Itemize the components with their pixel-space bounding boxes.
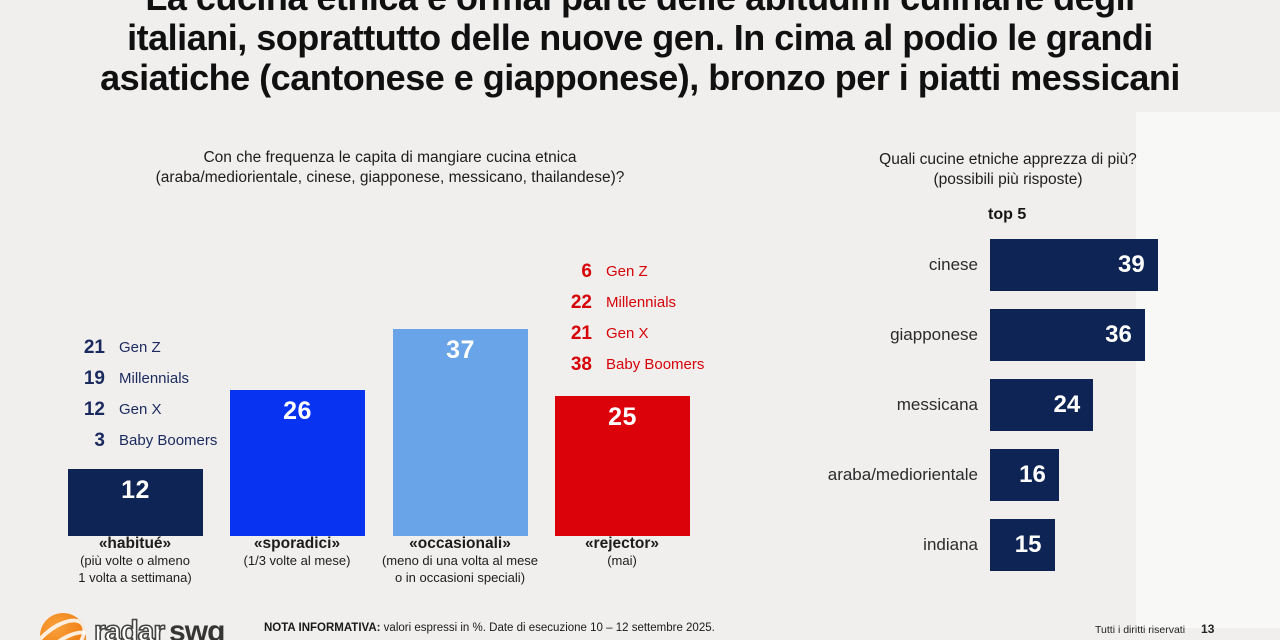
cuisine-bar: 24 — [990, 379, 1094, 431]
bar-value: 12 — [121, 475, 150, 504]
rights-text: Tutti i diritti riservati — [1095, 624, 1186, 636]
question-line-1: Con che frequenza le capita di mangiare … — [203, 149, 577, 166]
note-label: NOTA INFORMATIVA: — [264, 622, 381, 634]
habitue-generation-breakdown: 21 Gen Z 19 Millennials 12 Gen X 3 Baby … — [60, 332, 218, 456]
breakdown-value: 22 — [570, 291, 592, 313]
bar-value: 16 — [1019, 461, 1046, 488]
bar-value: 15 — [1014, 531, 1042, 558]
top5-row-giapponese: giapponese 36 — [790, 309, 1226, 361]
breakdown-row: 6 Gen Z — [547, 256, 704, 287]
top5-row-cinese: cinese 39 — [790, 239, 1226, 291]
top5-row-indiana: indiana 15 — [790, 519, 1226, 571]
headline-line-3: asiatiche (cantonese e giapponese), bron… — [100, 57, 1180, 98]
bar-value: 25 — [608, 403, 637, 431]
cuisine-label: cinese — [928, 255, 978, 274]
bar-value: 24 — [1053, 391, 1081, 418]
breakdown-label: Baby Boomers — [119, 432, 218, 449]
breakdown-row: 21 Gen X — [547, 318, 704, 349]
bar-sporadici: 26 — [230, 390, 365, 536]
cuisine-bar: 16 — [990, 449, 1059, 501]
category-label: «sporadici» — [253, 535, 341, 552]
top5-chart: Quali cucine etniche apprezza di più? (p… — [790, 140, 1226, 600]
informative-note: NOTA INFORMATIVA: valori espressi in %. … — [264, 622, 715, 634]
axis-label-habitue: «habitué» (più volte o almeno 1 volta a … — [50, 534, 220, 586]
breakdown-row: 38 Baby Boomers — [547, 349, 705, 380]
breakdown-value: 38 — [570, 353, 592, 375]
category-sublabel: (1/3 volte al mese) — [243, 553, 351, 568]
question-line-1: Quali cucine etniche apprezza di più? — [879, 151, 1137, 168]
cuisine-bar: 15 — [990, 519, 1055, 571]
breakdown-row: 3 Baby Boomers — [60, 425, 217, 456]
question-line-2: (araba/mediorientale, cinese, giapponese… — [155, 168, 625, 186]
note-text: valori espressi in %. Date di esecuzione… — [380, 622, 715, 634]
swg-ball-icon — [40, 613, 86, 640]
cuisine-label: indiana — [923, 535, 978, 554]
breakdown-label: Gen X — [119, 401, 162, 418]
breakdown-value: 21 — [83, 336, 105, 358]
rejector-generation-breakdown: 6 Gen Z 22 Millennials 21 Gen X 38 Baby … — [547, 256, 705, 380]
top5-row-araba-mediorientale: araba/mediorientale 16 — [790, 449, 1226, 501]
logo-radar-text: radar — [93, 614, 166, 640]
breakdown-row: 19 Millennials — [60, 363, 217, 394]
breakdown-row: 21 Gen Z — [60, 332, 217, 363]
top5-label: top 5 — [988, 206, 1027, 223]
breakdown-row: 12 Gen X — [60, 394, 217, 425]
right-background-panel — [1136, 112, 1280, 628]
category-label: «rejector» — [584, 535, 660, 552]
cuisine-label: araba/mediorientale — [827, 465, 978, 484]
category-label: «occasionali» — [409, 535, 511, 552]
cuisine-bar: 39 — [990, 239, 1158, 291]
logo-swg-text: swg — [169, 615, 225, 640]
page-number: 13 — [1201, 622, 1215, 636]
axis-label-occasionali: «occasionali» (meno di una volta al mese… — [360, 534, 560, 586]
headline-line-1: La cucina etnica è ormai parte delle abi… — [0, 0, 1280, 18]
cuisine-bar: 36 — [990, 309, 1145, 361]
bar-value: 36 — [1105, 321, 1132, 348]
category-label: «habitué» — [98, 535, 172, 552]
breakdown-label: Millennials — [119, 370, 190, 387]
frequency-chart-question: Con che frequenza le capita di mangiare … — [70, 148, 710, 187]
axis-label-rejector: «rejector» (mai) — [537, 534, 707, 570]
bar-habitue: 12 — [68, 468, 203, 536]
top5-row-messicana: messicana 24 — [790, 379, 1226, 431]
breakdown-label: Gen X — [606, 325, 649, 342]
category-sublabel: (meno di una volta al mese o in occasion… — [381, 553, 539, 585]
axis-label-sporadici: «sporadici» (1/3 volte al mese) — [212, 534, 382, 570]
frequency-chart: Con che frequenza le capita di mangiare … — [60, 140, 720, 610]
breakdown-label: Gen Z — [606, 263, 648, 280]
category-sublabel: (mai) — [607, 553, 637, 568]
logo-text: radar swg — [93, 614, 225, 640]
breakdown-value: 19 — [83, 367, 105, 389]
breakdown-value: 6 — [581, 260, 592, 282]
copyright: Tutti i diritti riservati 13 — [1095, 620, 1214, 638]
slide-headline: La cucina etnica è ormai parte delle abi… — [0, 0, 1280, 98]
top5-chart-question: Quali cucine etniche apprezza di più? (p… — [790, 150, 1226, 189]
breakdown-value: 21 — [570, 322, 592, 344]
bar-value: 26 — [283, 397, 312, 426]
bar-occasionali: 37 — [393, 328, 528, 536]
cuisine-label: messicana — [896, 395, 978, 414]
breakdown-value: 12 — [83, 398, 105, 420]
breakdown-label: Gen Z — [119, 339, 161, 356]
category-sublabel: (più volte o almeno 1 volta a settimana) — [78, 553, 192, 585]
bar-value: 37 — [446, 335, 475, 364]
question-line-2: (possibili più risposte) — [933, 170, 1083, 188]
bar-value: 39 — [1117, 251, 1145, 278]
bar-rejector: 25 — [555, 396, 690, 536]
breakdown-label: Millennials — [606, 294, 677, 311]
headline-line-2: italiani, soprattutto delle nuove gen. I… — [127, 17, 1153, 58]
breakdown-label: Baby Boomers — [606, 356, 705, 373]
breakdown-row: 22 Millennials — [547, 287, 704, 318]
cuisine-label: giapponese — [890, 325, 978, 344]
breakdown-value: 3 — [94, 429, 105, 451]
